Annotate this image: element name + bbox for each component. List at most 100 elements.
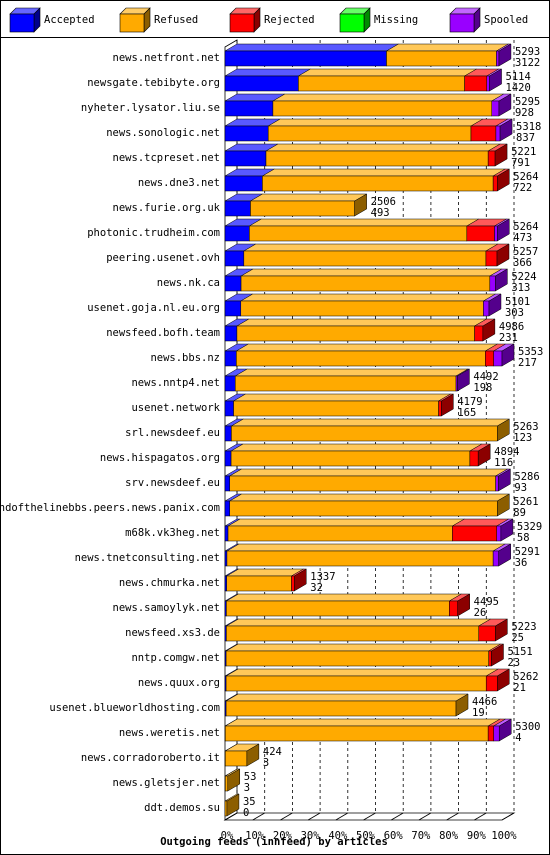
bar-segment [243,250,487,267]
category-label: photonic.trudheim.com [87,227,220,239]
x-tick-label: 30% [301,830,321,842]
accepted-label: 4 [515,732,521,744]
bar-top [225,668,500,677]
bar-top [242,243,499,252]
bar-side [491,643,504,667]
category-label: news.weretis.net [119,727,220,739]
total-label: 5262 [513,671,538,683]
accepted-label: 165 [457,407,476,419]
bar-segment [272,100,493,117]
category-label: news.dne3.net [138,177,220,189]
bar-top [228,468,509,477]
accepted-label: 36 [515,557,528,569]
bar-top [265,143,502,152]
accepted-label: 3 [244,782,250,794]
accepted-label: 722 [513,182,532,194]
bar-side [457,368,470,392]
bar-top [239,293,497,302]
category-label: srv.newsdeef.eu [125,477,220,489]
category-label: news.gletsjer.net [113,777,220,789]
category-label: news.sonologic.net [106,127,220,139]
x-tick-label: 10% [245,830,265,842]
bar-segment [224,175,263,192]
bar-segment [493,350,503,367]
bar-top [232,393,452,402]
total-label: 35 [243,796,256,808]
category-label: news.chmurka.net [119,577,220,589]
bar-segment [486,75,490,92]
category-label: news.netfront.net [113,52,220,64]
bar-segment [234,375,457,392]
bar-segment [236,325,475,342]
x-tick [390,812,404,821]
bar-segment [230,450,471,467]
bar-segment [466,225,495,242]
accepted-label: 116 [494,457,513,469]
legend-swatch [119,13,145,33]
bar-segment [224,375,236,392]
x-tick [307,812,321,821]
bar-segment [233,400,439,417]
bar-side [482,318,496,342]
total-label: 4495 [474,596,499,608]
bar-top [225,643,502,652]
bar-segment [224,800,228,817]
total-label: 5295 [515,96,540,108]
x-tick [363,812,376,821]
bar-segment [485,250,498,267]
category-label: news.samoylyk.net [113,602,220,614]
bar-top [261,168,507,177]
bar-top [240,268,503,277]
bar-segment [227,525,453,542]
bar-top [225,593,463,602]
accepted-label: 231 [499,332,518,344]
accepted-label: 3122 [515,57,540,69]
total-label: 5329 [517,521,542,533]
bar-segment [224,75,299,92]
x-tick [474,812,487,821]
bar-top [235,318,488,327]
bar-segment [224,200,251,217]
category-label: usenet.network [131,402,220,414]
accepted-label: 928 [515,107,534,119]
total-label: 5151 [507,646,532,658]
bar-side [497,168,510,192]
accepted-label: 58 [517,532,530,544]
legend-label: Refused [154,14,198,26]
category-label: news.tnetconsulting.net [75,552,220,564]
category-label: newsfeed.xs3.de [125,627,220,639]
bar-segment [225,675,487,692]
bar-top [228,493,511,502]
bar-segment [488,650,492,667]
legend-label: Spooled [484,14,528,26]
bar-segment [449,600,458,617]
bar-segment [224,425,232,442]
bar-top [234,368,469,377]
x-tick-label: 40% [328,830,348,842]
total-label: 4466 [472,696,497,708]
bar-side [497,668,510,692]
bar-top [249,193,368,202]
bar-side [498,468,511,492]
bar-segment [225,725,489,742]
bar-segment [226,625,479,642]
bar-side [498,718,512,742]
bar-segment [225,700,457,717]
bar-side [354,193,367,217]
bar-top [385,43,510,52]
x-tick-label: 60% [384,830,404,842]
bar-top [248,218,480,227]
total-label: 4492 [473,371,498,383]
bar-top [224,718,502,727]
bar-top [230,443,483,452]
bar-top [226,543,507,552]
legend-label: Accepted [44,14,95,26]
bar-segment [224,125,269,142]
accepted-label: 19 [472,707,485,719]
bar-side [499,118,513,142]
category-label: nntp.comgw.net [131,652,220,664]
bar-side [497,218,510,242]
bar-segment [224,225,250,242]
category-label: newsgate.tebibyte.org [87,77,220,89]
bar-segment [229,475,496,492]
